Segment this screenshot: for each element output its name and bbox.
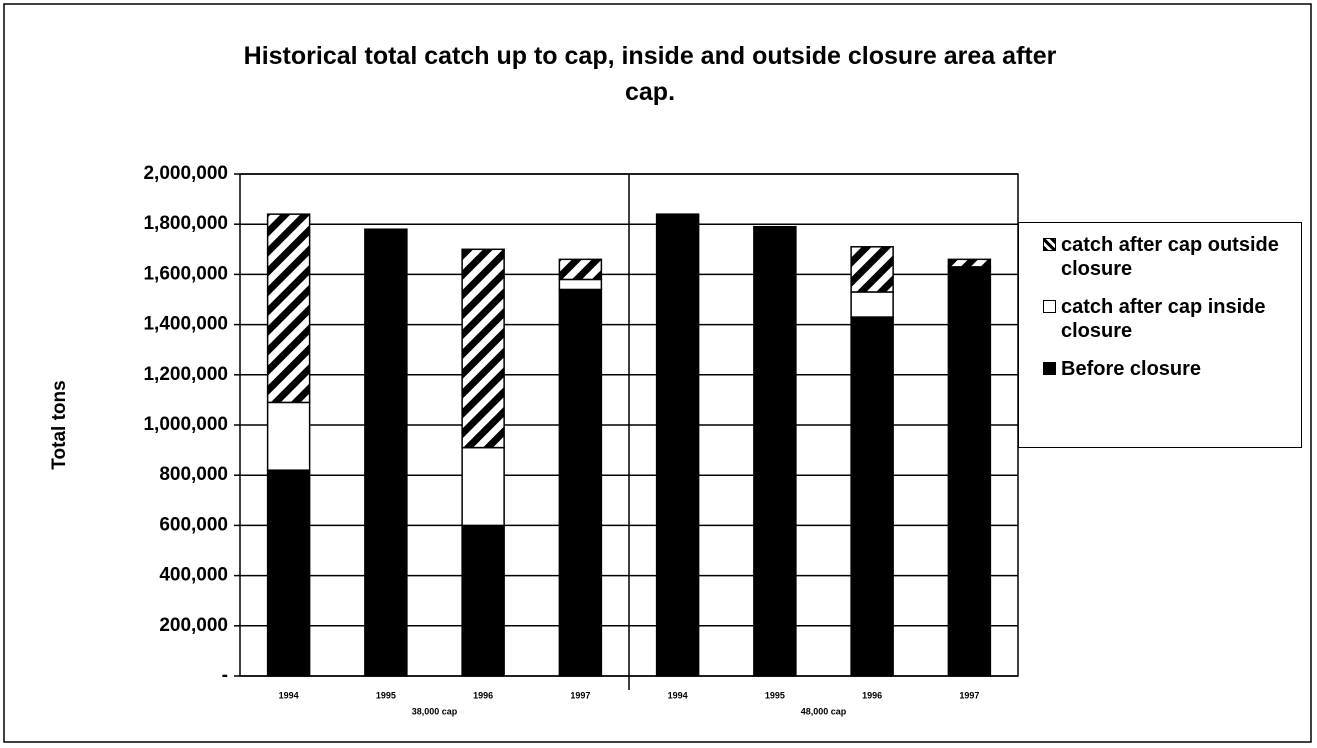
y-tick-label: 600,000	[159, 514, 228, 535]
legend-item: catch after cap inside closure	[1043, 295, 1293, 343]
y-axis-label: Total tons	[49, 380, 70, 469]
bar-segment	[364, 228, 408, 677]
x-tick-label: 1997	[570, 690, 590, 700]
group-label: 38,000 cap	[412, 706, 458, 716]
y-tick-label: 200,000	[159, 615, 228, 636]
legend-item: catch after cap outside closure	[1043, 233, 1293, 281]
bar-segment	[461, 446, 505, 527]
y-tick-label: 800,000	[159, 464, 228, 485]
x-tick-label: 1996	[473, 690, 493, 700]
bar-segment	[558, 288, 603, 677]
y-tick-label: 1,600,000	[143, 263, 228, 284]
bar-segment	[558, 258, 603, 281]
legend-label: Before closure	[1061, 358, 1202, 380]
y-tick-label: 400,000	[159, 565, 228, 586]
legend-swatch	[1043, 300, 1056, 313]
bar-segment	[266, 401, 311, 471]
bar-segment	[266, 469, 311, 677]
bar-segment	[753, 225, 797, 677]
bar-segment	[947, 258, 992, 268]
x-tick-label: 1996	[862, 690, 882, 700]
group-label: 48,000 cap	[801, 706, 847, 716]
bar-segment	[947, 266, 992, 677]
legend-label: catch after cap inside closure	[1061, 296, 1266, 342]
x-tick-label: 1997	[959, 690, 979, 700]
x-tick-label: 1995	[376, 690, 396, 700]
legend-swatch	[1043, 362, 1056, 375]
legend-item: Before closure	[1043, 357, 1293, 381]
bar-segment	[655, 213, 700, 677]
frame	[3, 3, 1312, 743]
bar-segment	[850, 316, 894, 677]
y-tick-label: 2,000,000	[143, 163, 228, 184]
legend-label: catch after cap outside closure	[1061, 234, 1279, 280]
y-tick-label: 1,000,000	[143, 414, 228, 435]
chart-title: Historical total catch up to cap, inside…	[243, 42, 1057, 106]
y-tick-label: 1,400,000	[143, 314, 228, 335]
legend-swatch	[1043, 238, 1056, 251]
x-tick-label: 1994	[279, 690, 299, 700]
bar-segment	[266, 213, 311, 404]
bar-segment	[850, 291, 894, 318]
bar-segment	[558, 278, 603, 291]
x-tick-label: 1994	[668, 690, 688, 700]
bar-segment	[461, 248, 505, 449]
bar-segment	[461, 524, 505, 677]
legend: catch after cap outside closure catch aft…	[1018, 222, 1302, 448]
y-tick-label: 1,200,000	[143, 364, 228, 385]
y-tick-label: -	[222, 665, 228, 686]
bar-segment	[850, 246, 894, 293]
y-tick-label: 1,800,000	[143, 213, 228, 234]
x-tick-label: 1995	[765, 690, 785, 700]
